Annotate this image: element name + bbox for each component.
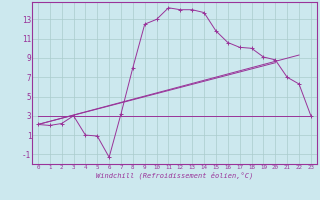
X-axis label: Windchill (Refroidissement éolien,°C): Windchill (Refroidissement éolien,°C) <box>96 171 253 179</box>
